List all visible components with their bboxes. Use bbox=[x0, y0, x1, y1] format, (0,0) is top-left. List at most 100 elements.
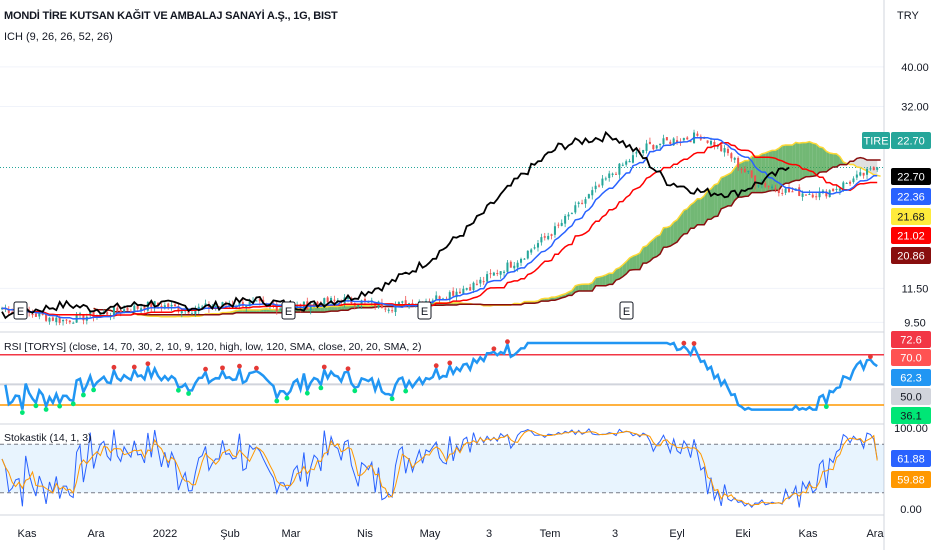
candle-body bbox=[787, 188, 791, 193]
cloud-segment bbox=[677, 215, 681, 242]
cloud-segment bbox=[717, 177, 722, 217]
price-tag-label: TIRE bbox=[863, 136, 888, 148]
time-tick-label: Kas bbox=[799, 528, 818, 540]
candle-body bbox=[68, 320, 71, 323]
candle-body bbox=[825, 191, 828, 197]
rsi-label[interactable]: RSI [TORYS] (close, 14, 70, 30, 2, 10, 9… bbox=[4, 341, 422, 353]
candle-body bbox=[764, 183, 767, 187]
cloud-segment bbox=[331, 306, 335, 312]
candle-body bbox=[173, 304, 177, 307]
price-axis[interactable]: 40.00 32.00 11.50 9.50 TIRE 22.70 22.70 22.36 21… bbox=[862, 62, 931, 516]
earnings-marker[interactable] bbox=[281, 301, 296, 320]
cloud-segment bbox=[649, 239, 654, 262]
cloud-segment bbox=[727, 172, 732, 206]
candle-body bbox=[333, 299, 336, 301]
stoch-label[interactable]: Stokastik (14, 1, 3) bbox=[4, 432, 92, 444]
candle-body bbox=[665, 137, 668, 141]
rsi-tag bbox=[891, 331, 931, 348]
candle-body bbox=[360, 300, 363, 305]
earnings-marker[interactable] bbox=[13, 301, 28, 320]
rsi-tag-label: 36.1 bbox=[900, 411, 921, 423]
time-tick-label: May bbox=[420, 528, 441, 540]
candle-body bbox=[163, 305, 166, 309]
candle-body bbox=[536, 243, 540, 248]
candle-body bbox=[123, 309, 126, 312]
candle-body bbox=[143, 306, 146, 311]
cloud-segment bbox=[626, 258, 630, 274]
cloud-segment bbox=[782, 144, 786, 186]
candle-body bbox=[849, 181, 852, 184]
time-tick-label: 2022 bbox=[153, 528, 177, 540]
cloud-segment bbox=[687, 204, 691, 234]
time-tick-label: Kas bbox=[18, 528, 37, 540]
cloud-segment bbox=[317, 307, 321, 313]
cloud-segment bbox=[772, 150, 776, 191]
time-tick-label: Mar bbox=[282, 528, 301, 540]
candle-body bbox=[540, 237, 543, 243]
candle-body bbox=[309, 305, 312, 311]
candle-body bbox=[533, 247, 536, 249]
cloud-segment bbox=[646, 242, 650, 264]
rsi-trough-dot bbox=[19, 410, 25, 415]
price-tag bbox=[891, 227, 931, 244]
cloud-segment bbox=[670, 222, 674, 247]
candle-body bbox=[452, 290, 455, 296]
candle-body bbox=[808, 193, 811, 195]
candle-body bbox=[112, 307, 115, 317]
cloud-segment bbox=[812, 143, 817, 177]
rsi-tag bbox=[891, 349, 931, 366]
rsi-trough-dot bbox=[33, 403, 39, 409]
earnings-marker[interactable] bbox=[619, 301, 634, 320]
candle-body bbox=[832, 188, 835, 192]
candle-body bbox=[743, 168, 746, 172]
symbol-title[interactable]: MONDİ TİRE KUTSAN KAĞIT VE AMBALAJ SANAY… bbox=[4, 10, 338, 22]
cloud-segment bbox=[619, 264, 623, 279]
candle-body bbox=[876, 167, 879, 170]
candle-body bbox=[547, 235, 550, 240]
cloud-segment bbox=[710, 184, 715, 220]
candle-body bbox=[55, 317, 58, 323]
rsi-peak-dot bbox=[491, 346, 497, 352]
cloud-segment bbox=[829, 153, 834, 170]
cloud-segment bbox=[714, 183, 718, 217]
cloud-segment bbox=[819, 146, 823, 173]
cloud-segment bbox=[809, 141, 813, 177]
cloud-segment bbox=[690, 202, 695, 229]
rsi-peak-dot bbox=[145, 361, 151, 367]
candle-body bbox=[72, 322, 75, 324]
candle-body bbox=[706, 140, 709, 143]
cloud-segment bbox=[551, 297, 555, 301]
rsi-line bbox=[4, 340, 878, 412]
cloud-segment bbox=[863, 158, 868, 172]
rsi-trough-dot bbox=[403, 388, 409, 394]
cloud-segment bbox=[758, 153, 762, 193]
indicator-label[interactable]: ICH (9, 26, 26, 52, 26) bbox=[4, 31, 113, 43]
earnings-marker-label: E bbox=[421, 306, 428, 318]
candle-body bbox=[774, 187, 777, 190]
rsi-peak-dot bbox=[220, 365, 225, 371]
cloud-segment bbox=[602, 274, 606, 286]
price-tag-label: 21.68 bbox=[897, 212, 925, 224]
candle-body bbox=[869, 168, 872, 170]
cloud-segment bbox=[792, 142, 796, 182]
candle-body bbox=[455, 291, 458, 298]
candle-body bbox=[740, 168, 743, 170]
candle-body bbox=[842, 182, 845, 190]
earnings-marker[interactable] bbox=[417, 301, 432, 320]
cloud-segment bbox=[765, 151, 769, 193]
cloud-segment bbox=[632, 254, 637, 270]
candle-body bbox=[642, 149, 645, 153]
candle-body bbox=[659, 143, 662, 146]
candle-body bbox=[218, 306, 221, 308]
candle-body bbox=[526, 250, 529, 259]
candle-body bbox=[82, 314, 85, 321]
candle-body bbox=[245, 305, 248, 309]
candle-body bbox=[167, 303, 170, 308]
cloud-segment bbox=[314, 307, 318, 313]
rsi-peak-dot bbox=[447, 360, 453, 366]
candle-body bbox=[852, 178, 855, 183]
time-axis[interactable]: Kas Ara 2022 Şub Mar Nis May 3 Tem 3 Eyl Eki Kas Ara bbox=[18, 528, 885, 540]
cloud-segment bbox=[704, 190, 708, 225]
